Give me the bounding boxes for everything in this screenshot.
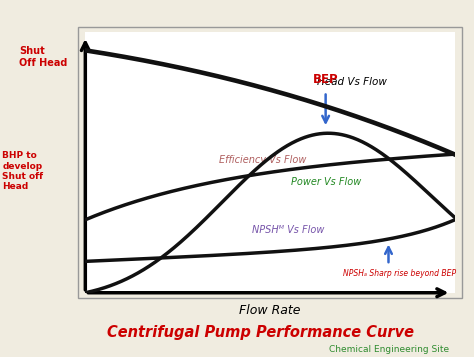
Text: NPSHᴹ Vs Flow: NPSHᴹ Vs Flow [253,225,325,235]
Text: BEP: BEP [313,74,338,86]
Text: Centrifugal Pump Performance Curve: Centrifugal Pump Performance Curve [107,325,414,340]
Text: BHP to
develop
Shut off
Head: BHP to develop Shut off Head [2,151,44,191]
Text: Flow Rate: Flow Rate [239,305,301,317]
Text: Head Vs Flow: Head Vs Flow [317,77,386,87]
Text: Chemical Engineering Site: Chemical Engineering Site [328,345,449,355]
Text: NPSHₐ Sharp rise beyond BEP: NPSHₐ Sharp rise beyond BEP [343,269,456,278]
Text: Power Vs Flow: Power Vs Flow [291,177,361,187]
Text: Efficiency Vs Flow: Efficiency Vs Flow [219,155,307,165]
Text: Shut
Off Head: Shut Off Head [19,46,67,68]
